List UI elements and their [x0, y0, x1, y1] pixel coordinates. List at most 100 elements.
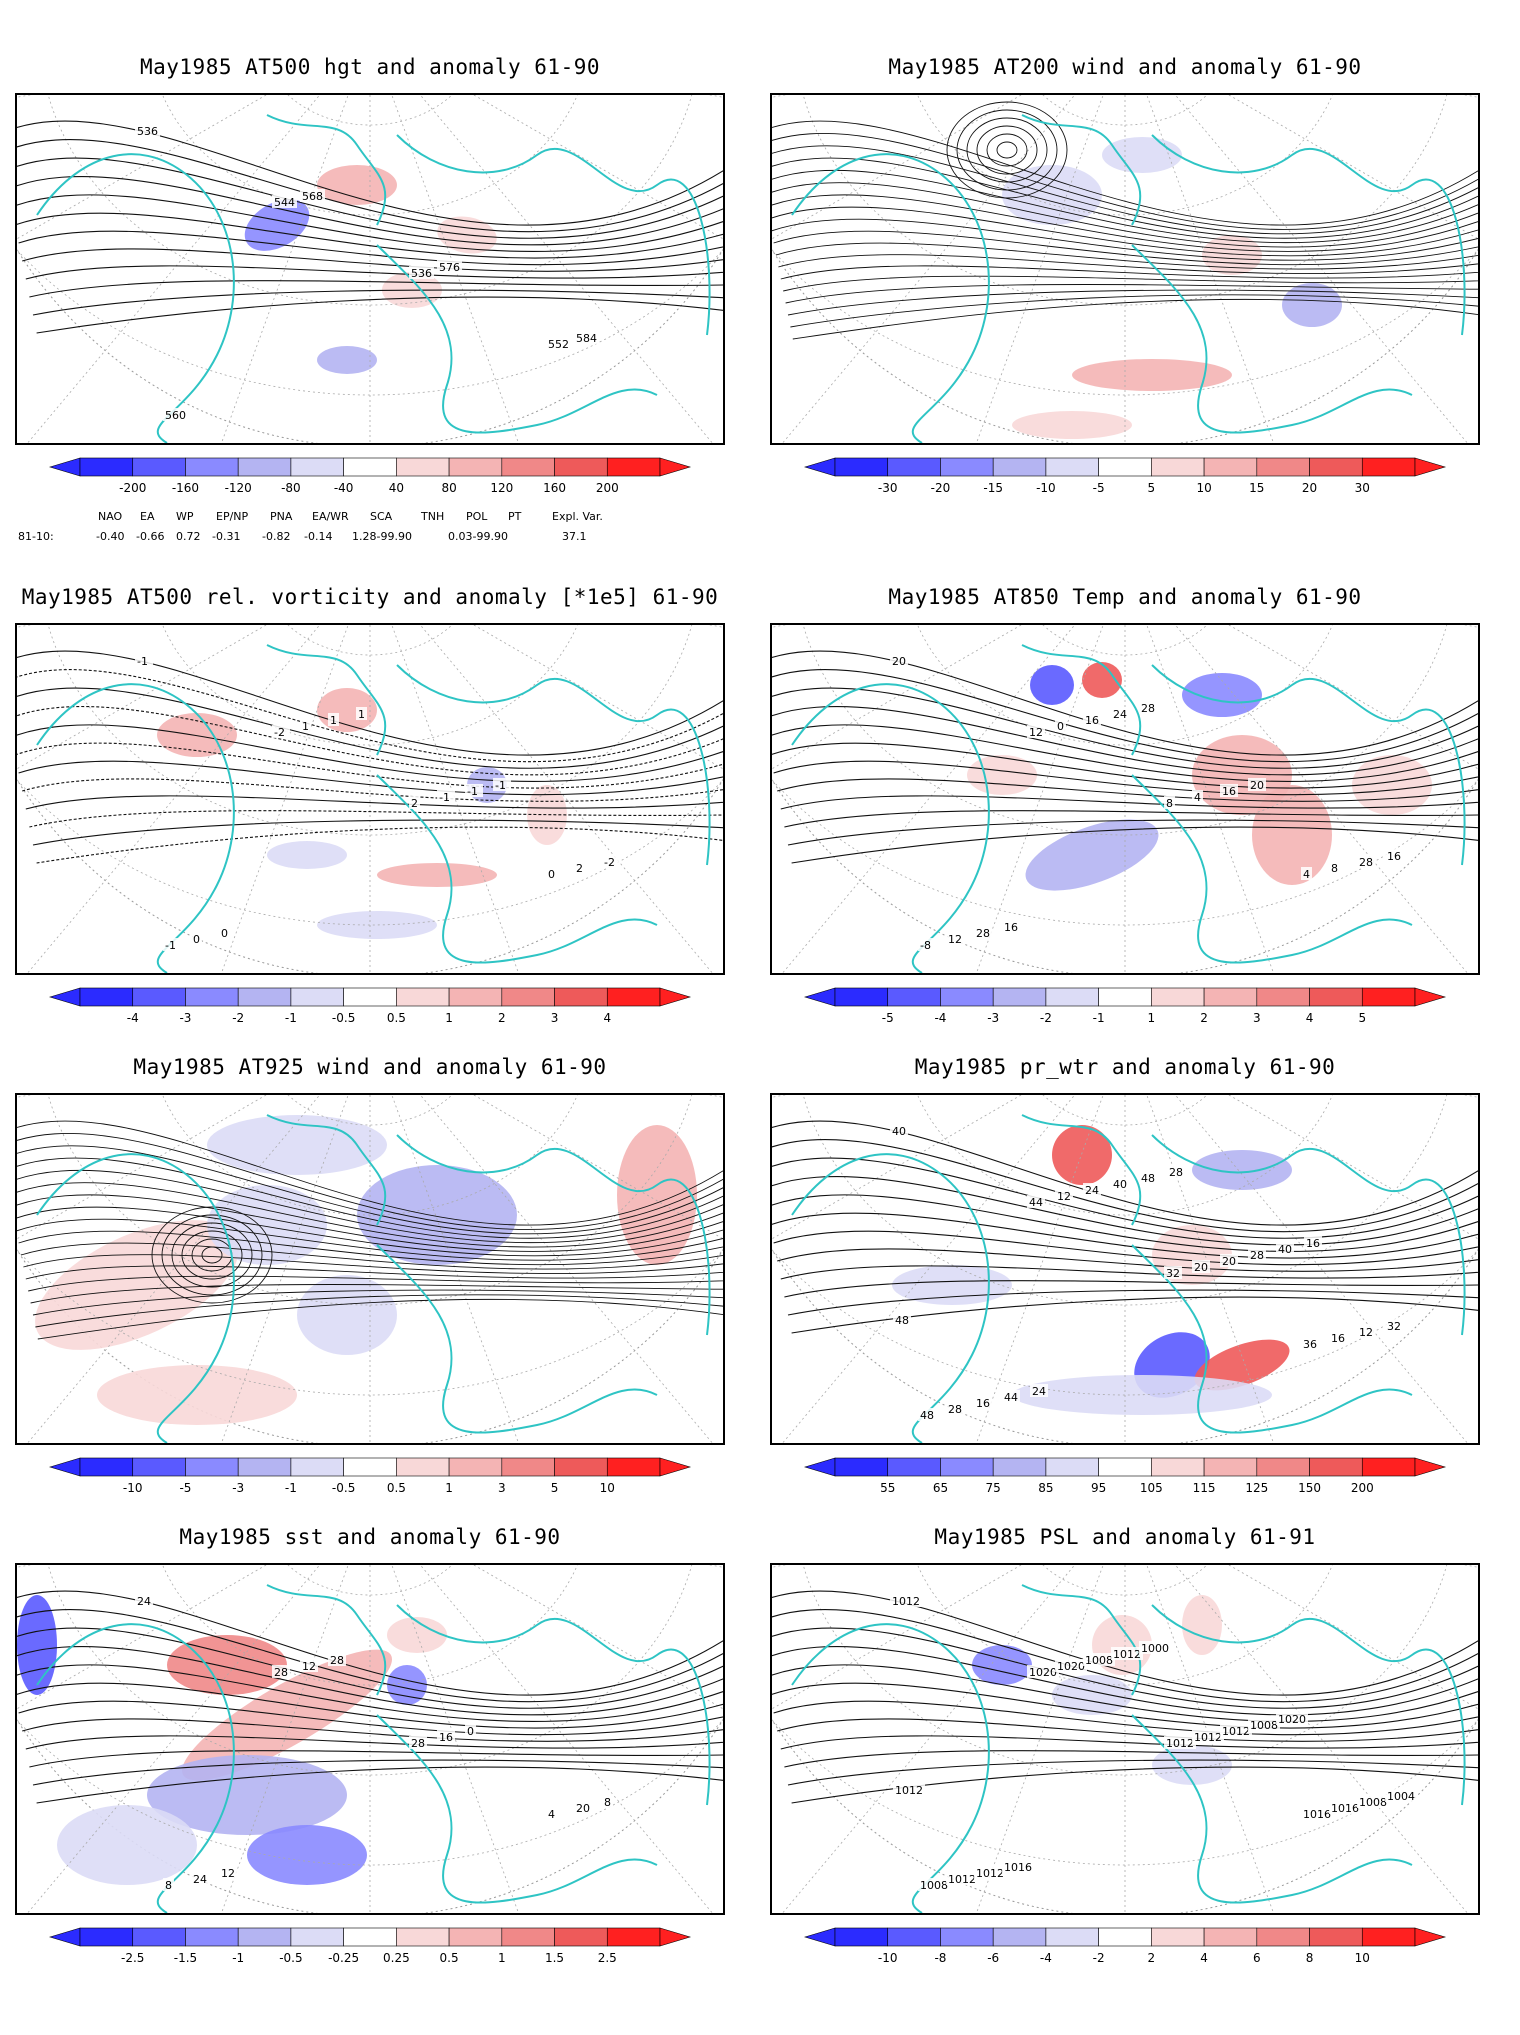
colorbar-segment: [1256, 1927, 1310, 1947]
colorbar-segment: [343, 1457, 397, 1477]
contour-label: 1020: [1278, 1713, 1306, 1726]
contour-label: -2: [604, 856, 615, 869]
contour-label: 552: [548, 338, 569, 351]
index-name: PT: [508, 510, 522, 523]
colorbar-segment: [1309, 1927, 1363, 1947]
colorbar-tick-label: 1: [498, 1951, 506, 1965]
map-area: 24 28 28 4 8 12 16 20 24 28 0 8 12: [15, 1563, 725, 1915]
contour-label: 12: [1359, 1326, 1373, 1339]
colorbar-tick-label: -1.5: [174, 1951, 197, 1965]
contour-label: -8: [920, 939, 931, 952]
colorbar-segment: [501, 987, 555, 1007]
index-value: -0.40: [96, 530, 125, 543]
colorbar-segment: [1203, 1927, 1258, 1947]
colorbar-tick-label: -1: [285, 1481, 297, 1495]
colorbar-segment: [237, 987, 292, 1007]
contour-label: -1: [495, 779, 506, 792]
map-panel: May1985 PSL and anomaly 61-91 1012 1020 101…: [765, 1525, 1485, 2035]
contour-label: 536: [137, 125, 158, 138]
index-value: 0.03-99.90: [448, 530, 508, 543]
contour-label: 12: [221, 1867, 235, 1880]
colorbar-segment: [1098, 1457, 1152, 1477]
colorbar-segment: [1203, 457, 1258, 477]
colorbar-tick-label: 15: [1249, 481, 1264, 495]
colorbar-tick-label: 2: [498, 1011, 506, 1025]
colorbar-segment: [1309, 987, 1363, 1007]
colorbar-tick-label: -10: [123, 1481, 143, 1495]
contour-label: 48: [1141, 1172, 1155, 1185]
colorbar-tick-label: -2.5: [121, 1951, 144, 1965]
map-area: [15, 1093, 725, 1445]
colorbar-tick-label: -10: [878, 1951, 898, 1965]
colorbar-segment: [185, 1457, 239, 1477]
contour-label: -1: [439, 791, 450, 804]
index-name: Expl. Var.: [552, 510, 603, 523]
colorbar: -2.5 -1.5 -1 -0.5 -0.25 0.25 0.5 1 1.5 2.5: [48, 1927, 692, 1970]
contour-label: 4: [1303, 868, 1310, 881]
colorbar-segment: [834, 457, 889, 477]
contour-label: 4: [1194, 791, 1201, 804]
contour-label: 4: [548, 1808, 555, 1821]
colorbar-tick-label: -20: [931, 481, 951, 495]
contour-label: 8: [604, 1796, 611, 1809]
index-name: EA: [140, 510, 155, 523]
colorbar-tick-label: -6: [987, 1951, 999, 1965]
contour-label: 1: [302, 720, 309, 733]
colorbar-tick-label: -2: [1040, 1011, 1052, 1025]
colorbar-segment: [501, 1927, 555, 1947]
colorbar-segment: [79, 1927, 134, 1947]
contour-label: 28: [1250, 1249, 1264, 1262]
contour-label: 16: [1387, 850, 1401, 863]
contour-label: 1000: [1141, 1642, 1169, 1655]
contour-label: 16: [1222, 785, 1236, 798]
colorbar-segment: [1151, 987, 1205, 1007]
contour-label: 1016: [1303, 1808, 1331, 1821]
map-area: 40 44 32 36 48 12 20 16 28 24 20 12 16 40 28 32 44 48 40 48…: [770, 1093, 1480, 1445]
contour-label: 0: [1057, 720, 1064, 733]
index-name: EA/WR: [312, 510, 349, 523]
index-value: -0.82: [262, 530, 291, 543]
contour-label: 12: [302, 1660, 316, 1673]
colorbar-tick-label: 160: [543, 481, 566, 495]
map-graphic: -1 -2 2 0 -1 1 -1 2 0 1 -1 -2 0 1 -1: [17, 625, 723, 973]
contour-label: 20: [1194, 1261, 1208, 1274]
panel-title: May1985 pr_wtr and anomaly 61-90: [914, 1055, 1336, 1079]
contour-label: 568: [302, 190, 323, 203]
contour-label: -1: [165, 939, 176, 952]
contour-label: -1: [467, 785, 478, 798]
colorbar-segment: [606, 1457, 661, 1477]
colorbar-tick-label: -40: [334, 481, 354, 495]
contour-label: 1004: [1387, 1790, 1415, 1803]
colorbar-segment: [992, 457, 1047, 477]
colorbar-tick-label: 1: [445, 1011, 453, 1025]
colorbar-tick-label: -2: [232, 1011, 244, 1025]
map-panel: May1985 AT500 hgt and anomaly 61-90 536 54…: [10, 55, 730, 565]
colorbar-segment: [940, 1457, 994, 1477]
colorbar-segment: [834, 1457, 889, 1477]
colorbar-tick-label: 150: [1298, 1481, 1321, 1495]
contour-label: 28: [1141, 702, 1155, 715]
colorbar-tick-label: 3: [551, 1011, 559, 1025]
contour-label: 0: [221, 927, 228, 940]
panel-title: May1985 AT200 wind and anomaly 61-90: [888, 55, 1362, 79]
colorbar-tick-label: -2: [1093, 1951, 1105, 1965]
contour-label: 28: [411, 1737, 425, 1750]
contour-label: 0: [548, 868, 555, 881]
colorbar-tick-label: -0.5: [332, 1011, 355, 1025]
map-area: 1012 1020 1012 1016 1008 1020 1012 1016 1012 1008…: [770, 1563, 1480, 1915]
map-graphic: 24 28 28 4 8 12 16 20 24 28 0 8 12: [17, 1565, 723, 1913]
colorbar-segment: [1309, 457, 1363, 477]
colorbar-tick-label: -1: [285, 1011, 297, 1025]
index-name: TNH: [421, 510, 445, 523]
contour-label: 1012: [948, 1873, 976, 1886]
contour-label: 28: [948, 1403, 962, 1416]
contour-label: 1012: [1194, 1731, 1222, 1744]
contour-label: 1008: [1250, 1719, 1278, 1732]
colorbar: -5 -4 -3 -2 -1 1 2 3 4 5: [803, 987, 1447, 1030]
contour-label: 24: [193, 1873, 207, 1886]
colorbar-segment: [1098, 1927, 1152, 1947]
contour-label: 12: [1057, 1190, 1071, 1203]
index-name: POL: [466, 510, 488, 523]
colorbar-segment: [79, 457, 134, 477]
colorbar-tick-label: 40: [389, 481, 404, 495]
